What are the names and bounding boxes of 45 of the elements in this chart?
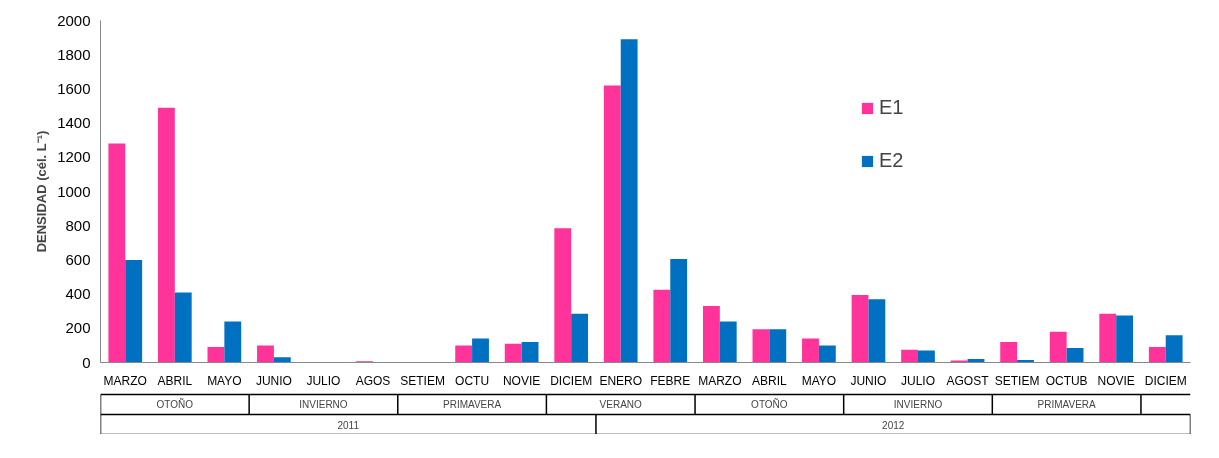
x-tick-label: OCTUB — [1045, 373, 1088, 388]
x-tick-label: JULIO — [901, 373, 936, 388]
y-tick-label: 2000 — [57, 11, 91, 29]
y-tick-label: 200 — [65, 319, 91, 337]
y-tick-label: 800 — [65, 216, 91, 234]
x-tick-label: ABRIL — [752, 373, 788, 388]
x-tick-label: MAYO — [207, 373, 242, 388]
legend-label: E1 — [879, 96, 904, 119]
x-tick-label: ENERO — [599, 373, 643, 388]
x-tick-label: JULIO — [306, 373, 341, 388]
y-tick-label: 1200 — [57, 148, 91, 166]
text: VERANO — [599, 399, 643, 410]
x-tick-label: MARZO — [698, 373, 742, 388]
x-tick-label: AGOST — [946, 373, 990, 388]
x-tick-label: OCTU — [455, 373, 490, 388]
x-tick-label: DICIEM — [550, 373, 593, 388]
x-tick-label: MAYO — [801, 373, 837, 388]
legend-label: E2 — [879, 149, 904, 172]
text: INVIERNO — [299, 399, 348, 410]
x-tick-label: MARZO — [103, 373, 147, 388]
y-tick-label: 0 — [82, 353, 91, 371]
y-tick-label: 1800 — [57, 45, 91, 63]
x-tick-label: DICIEM — [1144, 373, 1187, 388]
text: PRIMAVERA — [1037, 399, 1097, 410]
text: OTOÑO — [156, 398, 194, 410]
y-tick-label: 1400 — [57, 114, 91, 132]
text: 2012 — [882, 419, 905, 431]
x-tick-label: SETIEM — [400, 373, 445, 388]
y-tick-label: 1600 — [57, 79, 91, 97]
x-tick-label: FEBRE — [650, 373, 691, 388]
x-tick-label: NOVIE — [1097, 373, 1135, 388]
x-tick-label: NOVIE — [502, 373, 541, 388]
x-tick-label: JUNIO — [850, 373, 887, 388]
x-tick-label: AGOS — [355, 373, 391, 388]
y-tick-label: 600 — [65, 250, 91, 268]
x-tick-label: JUNIO — [255, 373, 292, 388]
y-tick-label: 1000 — [57, 182, 91, 200]
text: INVIERNO — [893, 399, 943, 410]
text: PRIMAVERA — [443, 399, 502, 410]
x-tick-label: ABRIL — [157, 373, 193, 388]
x-tick-label: SETIEM — [994, 373, 1040, 388]
y-tick-label: 400 — [65, 285, 91, 303]
text: OTOÑO — [751, 398, 788, 410]
y-axis-title: DENSIDAD (cél. L⁻¹) — [34, 130, 50, 253]
text: 2011 — [337, 419, 360, 431]
